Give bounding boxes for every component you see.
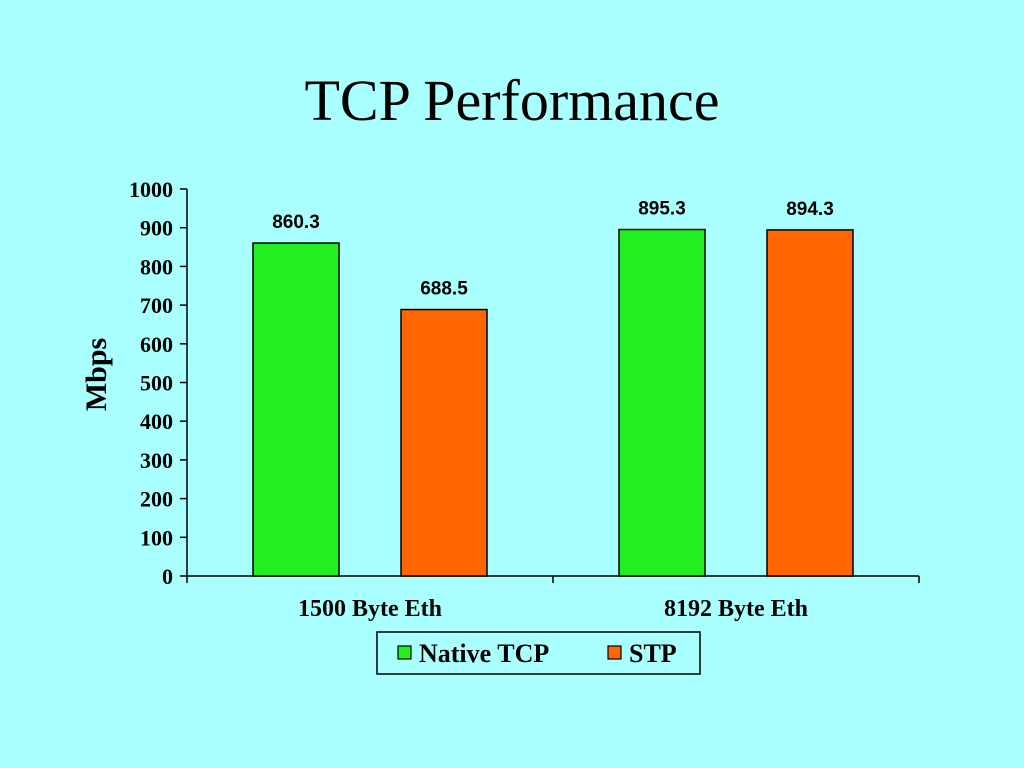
y-tick-label: 900 [140, 216, 173, 241]
bar [766, 229, 854, 577]
y-axis-title: Mbps [80, 338, 113, 411]
y-tick-label: 1000 [129, 177, 173, 202]
y-tick-label: 800 [140, 254, 173, 279]
data-label: 895.3 [638, 199, 686, 220]
bar [252, 242, 340, 577]
y-tick-label: 400 [140, 409, 173, 434]
data-label: 688.5 [420, 279, 468, 300]
legend-swatch [607, 645, 622, 660]
y-tick-label: 500 [140, 371, 173, 396]
slide-title: TCP Performance [304, 68, 720, 133]
y-tick-label: 700 [140, 293, 173, 318]
bar [618, 228, 706, 577]
y-tick-label: 300 [140, 448, 173, 473]
y-tick-label: 100 [140, 525, 173, 550]
bar [400, 308, 488, 577]
y-tick-label: 0 [162, 564, 173, 589]
y-tick-label: 600 [140, 332, 173, 357]
x-category-label: 8192 Byte Eth [664, 596, 808, 622]
y-tick-label: 200 [140, 487, 173, 512]
x-category-label: 1500 Byte Eth [298, 596, 442, 622]
data-label: 860.3 [272, 212, 320, 233]
data-label: 894.3 [786, 199, 834, 220]
legend-label: Native TCP [419, 639, 549, 668]
legend-swatch [397, 645, 412, 660]
legend-label: STP [629, 639, 677, 668]
legend-box [376, 631, 701, 675]
